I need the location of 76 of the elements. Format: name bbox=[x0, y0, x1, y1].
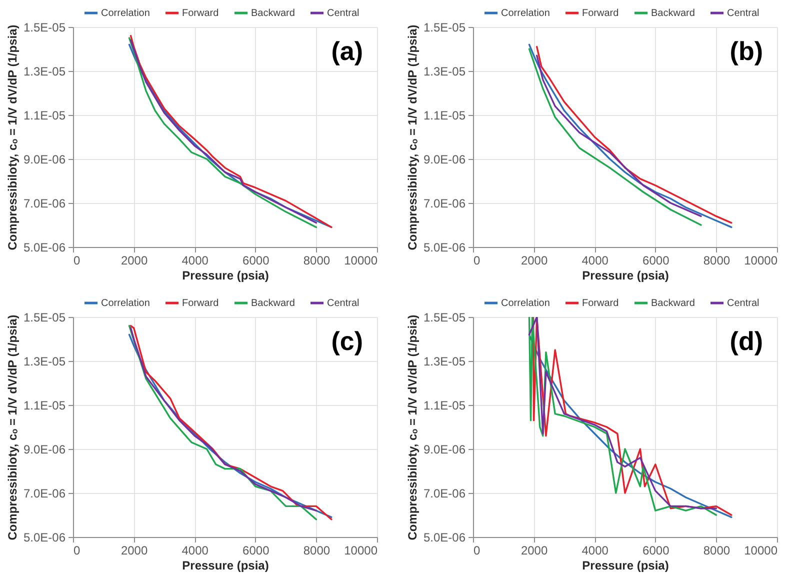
x-tick-label: 10000 bbox=[344, 254, 378, 268]
x-tick-label: 2000 bbox=[520, 254, 548, 268]
legend-label: Forward bbox=[182, 8, 219, 19]
x-axis-title: Pressure (psia) bbox=[182, 558, 269, 572]
x-tick-label: 10000 bbox=[744, 254, 778, 268]
y-axis-title: Compressibiloty, cₒ = 1/V dV/dP (1/psia) bbox=[405, 314, 420, 540]
y-tick-label: 9.0E-06 bbox=[423, 442, 466, 456]
y-tick-label: 1.3E-05 bbox=[23, 354, 66, 368]
x-tick-label: 4000 bbox=[182, 254, 209, 268]
y-tick-label: 9.0E-06 bbox=[423, 152, 466, 166]
x-tick-label: 4000 bbox=[582, 254, 609, 268]
y-tick-label: 1.1E-05 bbox=[23, 398, 66, 412]
legend-label: Forward bbox=[582, 298, 619, 309]
x-tick-label: 2000 bbox=[120, 544, 148, 558]
chart-title: (a) bbox=[331, 36, 363, 66]
x-axis-title: Pressure (psia) bbox=[582, 558, 669, 572]
legend-label: Backward bbox=[651, 8, 695, 19]
y-tick-label: 7.0E-06 bbox=[23, 196, 66, 210]
y-tick-label: 5.0E-06 bbox=[23, 240, 66, 254]
x-tick-label: 10000 bbox=[744, 544, 778, 558]
x-tick-label: 4000 bbox=[182, 544, 209, 558]
x-tick-label: 0 bbox=[474, 254, 480, 268]
x-tick-label: 6000 bbox=[242, 544, 270, 558]
x-axis-title: Pressure (psia) bbox=[182, 268, 269, 282]
legend-label: Central bbox=[327, 298, 360, 309]
legend-label: Backward bbox=[651, 298, 695, 309]
legend-label: Correlation bbox=[101, 298, 150, 309]
y-tick-label: 1.1E-05 bbox=[423, 108, 466, 122]
x-tick-label: 8000 bbox=[703, 544, 730, 558]
x-tick-label: 4000 bbox=[582, 544, 609, 558]
y-tick-label: 5.0E-06 bbox=[423, 530, 466, 544]
chart-title: (d) bbox=[730, 326, 763, 356]
y-axis-title: Compressibiloty, cₒ = 1/V dV/dP (1/psia) bbox=[5, 24, 20, 250]
y-tick-label: 5.0E-06 bbox=[423, 240, 466, 254]
legend-label: Central bbox=[727, 298, 760, 309]
y-tick-label: 1.5E-05 bbox=[423, 310, 466, 324]
legend-label: Backward bbox=[251, 8, 295, 19]
legend-label: Backward bbox=[251, 298, 295, 309]
y-axis-title: Compressibiloty, cₒ = 1/V dV/dP (1/psia) bbox=[405, 24, 420, 250]
y-tick-label: 1.3E-05 bbox=[423, 64, 466, 78]
legend-label: Central bbox=[327, 8, 360, 19]
legend-label: Correlation bbox=[501, 298, 550, 309]
y-tick-label: 1.5E-05 bbox=[423, 20, 466, 34]
x-tick-label: 0 bbox=[74, 254, 80, 268]
legend-label: Correlation bbox=[101, 8, 150, 19]
x-tick-label: 6000 bbox=[642, 544, 670, 558]
legend-label: Correlation bbox=[501, 8, 550, 19]
y-tick-label: 1.5E-05 bbox=[23, 310, 66, 324]
x-tick-label: 10000 bbox=[344, 544, 378, 558]
y-tick-label: 7.0E-06 bbox=[423, 486, 466, 500]
x-tick-label: 0 bbox=[74, 544, 80, 558]
y-tick-label: 1.5E-05 bbox=[23, 20, 66, 34]
y-tick-label: 9.0E-06 bbox=[23, 152, 66, 166]
y-tick-label: 1.3E-05 bbox=[23, 64, 66, 78]
y-tick-label: 7.0E-06 bbox=[423, 196, 466, 210]
x-tick-label: 2000 bbox=[120, 254, 148, 268]
legend-label: Central bbox=[727, 8, 760, 19]
x-tick-label: 8000 bbox=[303, 544, 330, 558]
y-tick-label: 7.0E-06 bbox=[23, 486, 66, 500]
x-axis-title: Pressure (psia) bbox=[582, 268, 669, 282]
y-tick-label: 1.3E-05 bbox=[423, 354, 466, 368]
y-tick-label: 5.0E-06 bbox=[23, 530, 66, 544]
y-tick-label: 1.1E-05 bbox=[423, 398, 466, 412]
y-axis-title: Compressibiloty, cₒ = 1/V dV/dP (1/psia) bbox=[5, 314, 20, 540]
x-tick-label: 6000 bbox=[242, 254, 270, 268]
legend-label: Forward bbox=[582, 8, 619, 19]
x-tick-label: 8000 bbox=[703, 254, 730, 268]
x-tick-label: 0 bbox=[474, 544, 480, 558]
x-tick-label: 8000 bbox=[303, 254, 330, 268]
x-tick-label: 2000 bbox=[520, 544, 548, 558]
chart-title: (c) bbox=[331, 326, 363, 356]
y-tick-label: 1.1E-05 bbox=[23, 108, 66, 122]
x-tick-label: 6000 bbox=[642, 254, 670, 268]
legend-label: Forward bbox=[182, 298, 219, 309]
y-tick-label: 9.0E-06 bbox=[23, 442, 66, 456]
chart-title: (b) bbox=[730, 36, 763, 66]
